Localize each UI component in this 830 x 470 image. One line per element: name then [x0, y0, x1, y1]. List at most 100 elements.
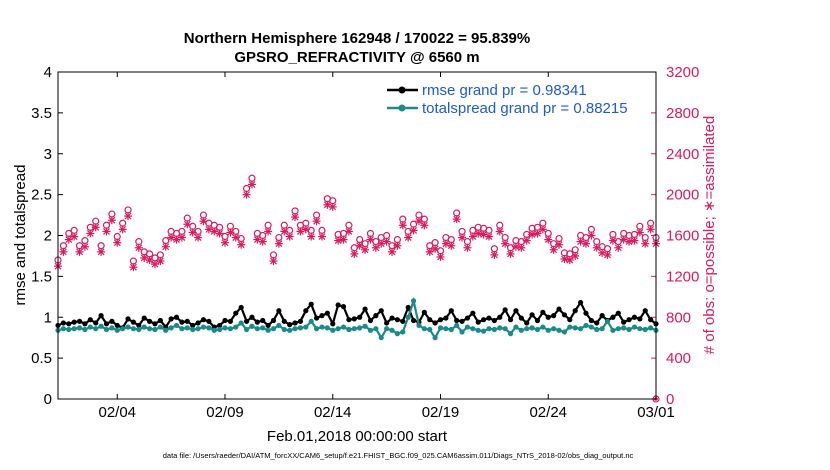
rmse-point	[389, 315, 395, 321]
totalspread-point	[173, 322, 180, 329]
totalspread-point	[66, 326, 72, 333]
obs-possible-point	[431, 239, 439, 247]
rmse-point	[313, 315, 320, 321]
rmse-point	[281, 318, 287, 324]
rmse-point	[421, 309, 427, 315]
totalspread-point	[206, 325, 212, 331]
obs-possible-point	[135, 238, 143, 246]
obs-assimilated-point	[59, 247, 68, 256]
totalspread-point	[195, 326, 201, 332]
rmse-point	[384, 320, 390, 326]
totalspread-point	[179, 326, 185, 332]
obs-possible-point	[113, 232, 121, 241]
totalspread-point	[615, 326, 621, 332]
obs-assimilated-point	[291, 213, 300, 222]
rmse-point	[206, 318, 212, 324]
obs-possible-point	[92, 217, 100, 225]
totalspread-point	[513, 324, 519, 330]
totalspread-point	[168, 325, 174, 331]
y-left-tick-label: 0	[44, 391, 52, 408]
rmse-point	[227, 318, 233, 324]
totalspread-point	[524, 326, 530, 332]
obs-possible-point	[555, 234, 563, 243]
y-axis-right: 0 400 800 1200 1600 2000 2400 2800 3200	[651, 64, 699, 408]
obs-assimilated-point	[91, 223, 100, 232]
obs-assimilated-point	[474, 229, 483, 238]
rmse-point	[615, 310, 621, 316]
obs-assimilated-point	[495, 227, 504, 236]
rmse-point	[631, 314, 638, 320]
obs-possible-point	[366, 229, 375, 238]
totalspread-point	[475, 327, 481, 333]
obs-possible-point	[97, 242, 105, 250]
obs-possible-point	[194, 227, 202, 236]
totalspread-point	[265, 327, 271, 333]
obs-possible-point	[156, 251, 164, 259]
totalspread-point	[227, 326, 233, 332]
rmse-point	[443, 315, 449, 321]
rmse-point	[292, 320, 298, 326]
obs-assimilated-point	[388, 247, 397, 256]
plot-frame	[57, 71, 657, 400]
obs-possible-point	[453, 209, 461, 217]
obs-assimilated-point	[587, 231, 596, 240]
rmse-point	[114, 322, 120, 329]
obs-possible-point	[603, 245, 612, 253]
totalspread-point	[626, 326, 632, 333]
totalspread-point	[454, 322, 460, 329]
totalspread-point	[486, 326, 492, 332]
obs-assimilated-point	[258, 237, 267, 246]
y-left-tick-label: 2	[44, 228, 52, 245]
obs-assimilated-point	[625, 237, 634, 246]
totalspread-point	[222, 325, 228, 331]
obs-possible-point	[647, 219, 655, 227]
legend-rmse-label: rmse grand pr = 0.98341	[422, 82, 587, 99]
rmse-point	[335, 302, 341, 308]
obs-assimilated-point	[431, 244, 440, 253]
obs-possible-point	[404, 227, 412, 236]
obs-assimilated-point	[361, 245, 370, 254]
obs-possible-point	[183, 214, 191, 222]
totalspread-line	[57, 296, 657, 340]
obs-possible-point	[345, 221, 353, 229]
obs-assimilated-point	[366, 235, 375, 244]
rmse-point	[524, 320, 530, 326]
obs-possible-point	[636, 222, 644, 230]
totalspread-point	[243, 326, 250, 333]
obs-possible-point	[280, 221, 288, 229]
legend: rmse grand pr = 0.98341 totalspread gran…	[383, 77, 645, 117]
rmse-point	[98, 313, 104, 319]
totalspread-point	[152, 326, 158, 333]
totalspread-point	[464, 324, 471, 330]
totalspread-point	[610, 327, 616, 333]
rmse-point	[577, 299, 584, 306]
x-axis-label: Feb.01,2018 00:00:00 start	[267, 428, 448, 445]
obs-assimilated-point	[371, 243, 380, 252]
obs-assimilated-point	[538, 225, 547, 234]
x-axis: 02/04 02/09 02/14 02/19 02/24 03/01	[98, 72, 675, 421]
obs-assimilated-point	[393, 241, 402, 250]
obs-possible-point	[463, 238, 472, 246]
legend-box	[383, 77, 645, 115]
totalspread-point	[427, 326, 433, 333]
totalspread-point	[357, 325, 363, 331]
rmse-point	[136, 322, 142, 329]
obs-assimilated-point	[129, 263, 138, 272]
obs-assimilated-point	[231, 233, 240, 242]
rmse-point	[125, 316, 131, 322]
obs-possible-point	[75, 242, 84, 250]
obs-assimilated-point	[269, 257, 278, 266]
totalspread-point	[577, 326, 584, 332]
rmse-point	[249, 314, 255, 320]
totalspread-point	[141, 324, 147, 330]
rmse-point	[394, 317, 401, 323]
obs-assimilated-point	[511, 242, 520, 251]
rmse-point	[276, 308, 282, 314]
rmse-point	[491, 317, 497, 324]
obs-possible-point	[539, 219, 547, 227]
obs-assimilated-point	[646, 225, 655, 234]
rmse-point	[260, 317, 266, 324]
obs-possible-point	[119, 219, 127, 227]
rmse-point	[373, 313, 379, 319]
obs-possible-point	[312, 211, 321, 219]
